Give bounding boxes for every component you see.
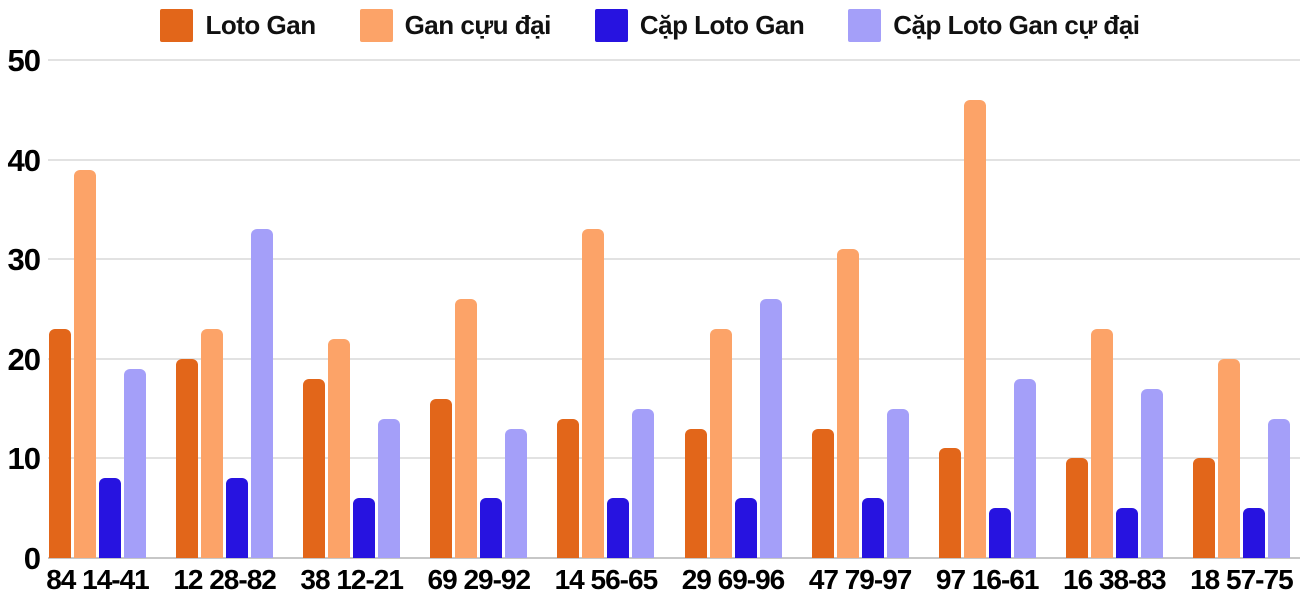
x-tick-label-10: 18 57-75	[1190, 564, 1294, 595]
bar-group-7	[811, 60, 909, 558]
legend-item-1[interactable]: Loto Gan	[160, 9, 316, 42]
bar-series4-group4	[505, 429, 528, 558]
legend-swatch-2	[359, 9, 393, 42]
bar-series3-group8	[988, 508, 1011, 558]
bar-group-5	[557, 60, 655, 558]
bar-series2-group10	[1217, 359, 1240, 558]
bar-series2-group6	[709, 329, 732, 558]
x-tick-label-5: 14 56-65	[554, 564, 659, 595]
bar-series1-group9	[1065, 458, 1088, 558]
bar-group-4	[430, 60, 528, 558]
legend-swatch-1	[160, 9, 194, 42]
legend-label-2: Gan cựu đại	[404, 10, 552, 40]
bar-series3-group4	[480, 498, 503, 558]
legend-item-2[interactable]: Gan cựu đại	[359, 9, 552, 42]
bar-series2-group5	[582, 229, 605, 558]
bar-series4-group7	[886, 409, 909, 558]
legend-label-4: Cặp Loto Gan cự đại	[893, 10, 1140, 40]
bar-series4-group1	[124, 369, 146, 558]
bar-series3-group7	[861, 498, 884, 558]
bar-series2-group1	[74, 170, 96, 558]
bar-group-3	[303, 60, 401, 558]
bar-group-9	[1065, 60, 1163, 558]
x-tick-label-4: 69 29-92	[427, 564, 532, 595]
bar-series1-group4	[430, 399, 453, 558]
bar-series2-group4	[455, 299, 478, 558]
bar-series4-group2	[251, 229, 274, 558]
legend-item-4[interactable]: Cặp Loto Gan cự đại	[848, 9, 1140, 42]
bar-series1-group6	[684, 429, 707, 558]
bar-series3-group2	[226, 478, 249, 558]
x-tick-label-6: 29 69-96	[681, 564, 786, 595]
bar-series4-group8	[1013, 379, 1036, 558]
bar-series1-group3	[303, 379, 326, 558]
bar-series1-group5	[557, 419, 580, 558]
bar-series3-group5	[607, 498, 630, 558]
x-tick-label-2: 12 28-82	[173, 564, 277, 595]
bar-series1-group2	[176, 359, 199, 558]
legend-swatch-4	[848, 9, 882, 42]
bar-series3-group10	[1242, 508, 1265, 558]
bar-series2-group8	[963, 100, 986, 558]
y-tick-label-10: 10	[7, 441, 41, 477]
bar-series2-group2	[201, 329, 224, 558]
y-tick-label-20: 20	[7, 341, 41, 377]
bar-series4-group5	[632, 409, 655, 558]
x-tick-label-3: 38 12-21	[300, 564, 404, 595]
bar-series1-group8	[938, 448, 961, 558]
legend-swatch-3	[594, 9, 628, 42]
bar-series4-group10	[1267, 419, 1290, 558]
y-tick-label-30: 30	[7, 242, 41, 278]
gridline-y-30	[48, 258, 1300, 261]
bar-series4-group9	[1140, 389, 1163, 558]
gridline-y-50	[48, 59, 1300, 61]
legend-item-3[interactable]: Cặp Loto Gan	[594, 9, 805, 42]
bar-group-6	[684, 60, 782, 558]
x-tick-label-8: 97 16-61	[935, 564, 1040, 595]
x-tick-label-9: 16 38-83	[1063, 564, 1167, 595]
y-tick-label-0: 0	[23, 541, 41, 576]
bar-series3-group3	[353, 498, 376, 558]
gridline-y-20	[48, 357, 1300, 360]
y-tick-label-50: 50	[7, 43, 41, 78]
bar-group-1	[49, 60, 146, 558]
bar-series1-group10	[1192, 458, 1215, 558]
bar-series4-group6	[759, 299, 782, 558]
legend-label-3: Cặp Loto Gan	[639, 10, 805, 40]
bar-series4-group3	[378, 419, 401, 558]
gridline-y-40	[48, 158, 1300, 161]
x-tick-label-7: 47 79-97	[808, 564, 913, 595]
chart-legend: Loto Gan Gan cựu đại Cặp Loto Gan Cặp Loto …	[0, 9, 1300, 42]
bar-series2-group7	[836, 249, 859, 558]
bar-series2-group9	[1090, 329, 1113, 558]
gridline-y-10	[48, 457, 1300, 460]
bar-group-2	[176, 60, 274, 558]
bar-group-8	[938, 60, 1036, 558]
bar-series1-group7	[811, 429, 834, 558]
y-tick-label-40: 40	[7, 142, 41, 178]
bar-group-10	[1192, 60, 1290, 558]
bar-series2-group3	[328, 339, 351, 558]
bar-series3-group6	[734, 498, 757, 558]
bar-series3-group9	[1115, 508, 1138, 558]
x-tick-label-1: 84 14-41	[46, 564, 150, 595]
gridline-y-0	[48, 557, 1300, 559]
legend-label-1: Loto Gan	[205, 10, 316, 40]
bar-series1-group1	[49, 329, 71, 558]
bar-series3-group1	[99, 478, 121, 558]
